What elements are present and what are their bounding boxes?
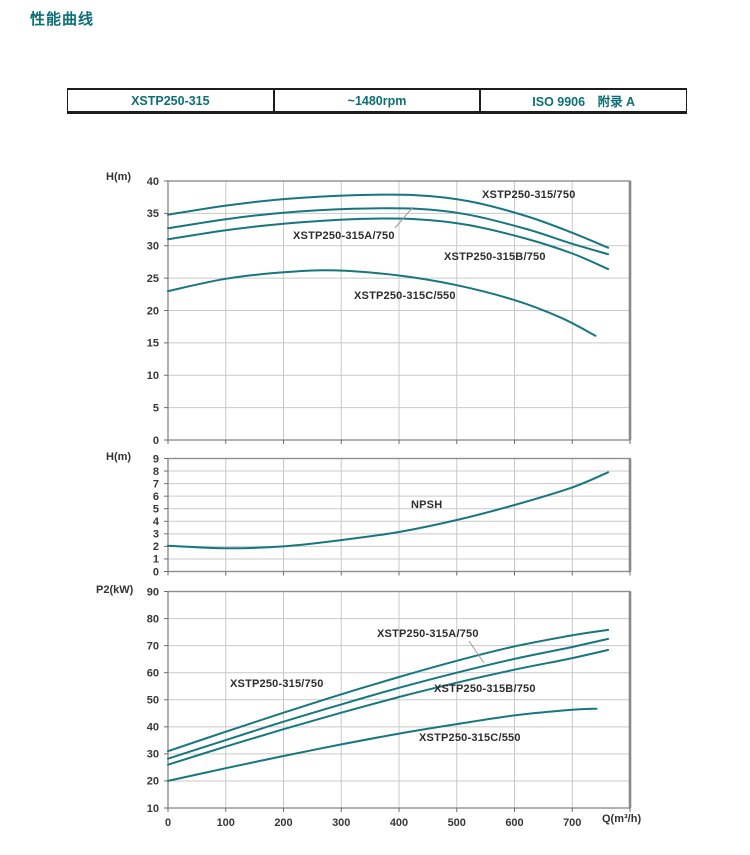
y-tick-label: 40 <box>147 176 159 188</box>
page-title: 性能曲线 <box>30 11 95 28</box>
x-tick-label: 300 <box>332 817 350 829</box>
curve-label-head-315a-750: XSTP250-315A/750 <box>293 230 395 242</box>
pump-curve-npsh <box>167 471 610 550</box>
pump-curve-xstp250-315-750 <box>167 193 610 249</box>
curve-label-power-315a-750: XSTP250-315A/750 <box>377 628 479 640</box>
x-tick-label: 200 <box>274 817 292 829</box>
pump-curve-xstp250-315a-750 <box>167 637 610 760</box>
curve-label-power-315-750: XSTP250-315/750 <box>230 678 324 690</box>
pump-curve-xstp250-315-750 <box>167 628 610 753</box>
spec-speed: ~1480rpm <box>275 90 482 111</box>
y-tick-label: 35 <box>147 208 159 220</box>
y-tick-label: 1 <box>153 554 159 566</box>
curve-label-npsh: NPSH <box>411 499 443 511</box>
y-tick-label: 30 <box>147 241 159 253</box>
y-tick-label: 9 <box>153 453 159 465</box>
pump-curve-xstp250-315b-750 <box>167 217 610 271</box>
spec-table: XSTP250-315 ~1480rpm ISO 9906 附录 A <box>67 88 687 114</box>
pump-curve-xstp250-315c-550 <box>167 269 597 337</box>
y-tick-label: 5 <box>153 402 159 414</box>
y-tick-label: 25 <box>147 273 159 285</box>
y-tick-label: 6 <box>153 491 159 503</box>
y-tick-label: 20 <box>147 776 159 788</box>
curve-label-power-315c-550: XSTP250-315C/550 <box>419 732 521 744</box>
x-tick-label: 0 <box>165 817 171 829</box>
x-tick-label: 600 <box>505 817 523 829</box>
y-tick-label: 15 <box>147 338 159 350</box>
spec-standard: ISO 9906 附录 A <box>532 95 636 109</box>
pump-curve-xstp250-315b-750 <box>167 649 610 766</box>
y-tick-label: 7 <box>153 478 159 490</box>
npsh-chart-ylabel: H(m) <box>106 451 132 463</box>
label-leader-line <box>394 206 414 229</box>
y-tick-label: 10 <box>147 803 159 815</box>
y-tick-label: 60 <box>147 667 159 679</box>
flow-axis-label: Q(m³/h) <box>602 813 642 825</box>
y-tick-label: 8 <box>153 466 159 478</box>
y-tick-label: 80 <box>147 613 159 625</box>
y-tick-label: 0 <box>153 566 159 578</box>
power-chart-ylabel: P2(kW) <box>96 584 134 596</box>
x-tick-label: 400 <box>390 817 408 829</box>
y-tick-label: 40 <box>147 722 159 734</box>
pump-curve-xstp250-315a-750 <box>167 207 610 256</box>
curve-label-head-315b-750: XSTP250-315B/750 <box>444 251 546 263</box>
y-tick-label: 3 <box>153 529 159 541</box>
curve-label-power-315b-750: XSTP250-315B/750 <box>434 683 536 695</box>
y-tick-label: 70 <box>147 640 159 652</box>
y-tick-label: 30 <box>147 749 159 761</box>
curve-label-head-315c-550: XSTP250-315C/550 <box>354 290 456 302</box>
x-tick-label: 700 <box>563 817 581 829</box>
y-tick-label: 2 <box>153 541 159 553</box>
y-tick-label: 4 <box>153 516 160 528</box>
x-tick-label: 100 <box>217 817 235 829</box>
x-tick-label: 500 <box>448 817 466 829</box>
y-tick-label: 5 <box>153 504 159 516</box>
y-tick-label: 0 <box>153 435 159 447</box>
y-tick-label: 50 <box>147 695 159 707</box>
head-chart-ylabel: H(m) <box>106 171 132 183</box>
y-tick-label: 10 <box>147 370 159 382</box>
spec-model: XSTP250-315 <box>68 90 275 111</box>
label-leader-line <box>468 640 485 664</box>
y-tick-label: 20 <box>147 305 159 317</box>
pump-curve-xstp250-315c-550 <box>167 707 598 782</box>
y-tick-label: 90 <box>147 586 159 598</box>
curve-label-head-315-750: XSTP250-315/750 <box>482 189 576 201</box>
